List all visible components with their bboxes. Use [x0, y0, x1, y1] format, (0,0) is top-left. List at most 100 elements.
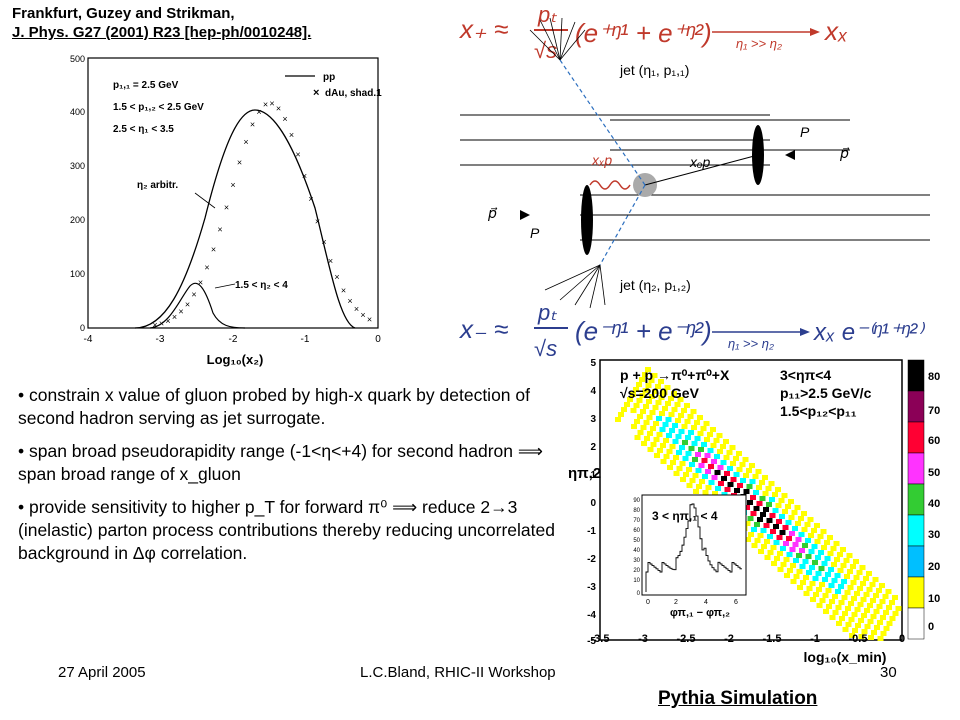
heatmap-cell — [863, 592, 870, 597]
xtick: -1 — [810, 633, 820, 645]
heatmap-cell — [634, 419, 640, 424]
heatmap-cell — [874, 625, 880, 630]
heatmap-cell — [680, 477, 686, 482]
heatmap-cell — [820, 529, 827, 534]
heatmap-cell — [782, 509, 788, 514]
heatmap-cell — [717, 465, 724, 470]
heatmap-cell — [671, 391, 677, 396]
footer-center: L.C.Bland, RHIC-II Workshop — [360, 664, 556, 681]
heatmap-cell — [846, 553, 853, 558]
heatmap-cell — [692, 457, 698, 462]
heatmap-cell — [668, 396, 674, 401]
heatmap-cell — [851, 612, 858, 617]
ytick: -1 — [587, 526, 596, 537]
heatmap-cell — [793, 574, 800, 579]
heatmap-cell — [880, 631, 887, 636]
heatmap-cell — [815, 555, 821, 560]
xtick: -1 — [301, 334, 310, 345]
xg-label: xₓp — [591, 152, 612, 168]
heatmap-cell — [876, 604, 883, 609]
heatmap-cell — [818, 550, 824, 555]
heatmap-cell — [788, 499, 794, 504]
heatmap-cell — [772, 492, 778, 497]
heatmap-cell — [786, 536, 792, 541]
heatmap-cell — [876, 588, 882, 593]
heatmap-cell — [863, 576, 869, 581]
heatmap-cell — [802, 559, 809, 564]
colorbar-swatch — [907, 452, 925, 485]
heatmap-cell — [808, 549, 815, 554]
heatmap-cell — [733, 472, 740, 477]
heatmap-cell — [701, 458, 708, 463]
heatmap-cell — [769, 513, 776, 518]
heatmap-cell — [786, 552, 793, 557]
heatmap-cell — [830, 546, 837, 551]
heatmap-cell — [811, 544, 818, 549]
svg-text:30: 30 — [633, 558, 640, 564]
heatmap-cell — [809, 565, 815, 570]
dau-marker: × — [165, 316, 170, 326]
dau-marker: × — [295, 149, 300, 159]
right-plot-xticks: -3.5 -3 -2.5 -2 -1.5 -1 -0.5 0 — [591, 633, 906, 645]
heatmap-cell — [685, 435, 691, 440]
heatmap-cell — [753, 506, 760, 511]
heatmap-cell — [669, 444, 676, 449]
pythia-caption: Pythia Simulation — [658, 688, 818, 709]
dau-marker: × — [308, 194, 313, 204]
heatmap-cell — [699, 479, 705, 484]
heatmap-cell — [734, 488, 740, 493]
right-plot-ylabel: ηπ,2 — [568, 465, 601, 482]
heatmap-cell — [701, 442, 707, 447]
heatmap-cell — [658, 395, 665, 400]
heatmap-cell — [892, 611, 899, 616]
heatmap-cell — [743, 473, 749, 478]
dau-marker: × — [269, 98, 274, 108]
heatmap-cell — [704, 453, 711, 458]
heatmap-cell — [860, 581, 866, 586]
heatmap-cell — [822, 577, 828, 582]
heatmap-cell — [723, 455, 730, 460]
heatmap-cell — [841, 579, 847, 584]
svg-text:40: 40 — [633, 548, 640, 554]
heatmap-cell — [737, 483, 743, 488]
heatmap-cell — [653, 437, 660, 442]
beam-lines — [460, 114, 930, 241]
heatmap-cell — [879, 599, 886, 604]
heatmap-cell — [809, 581, 816, 586]
heatmap-cell — [889, 616, 896, 621]
heatmap-cell — [716, 433, 723, 438]
heatmap-cell — [692, 473, 699, 478]
heatmap-cell — [643, 404, 649, 409]
inset-yticks: 90 80 70 60 50 40 30 20 10 0 — [633, 498, 640, 597]
xtick: -2.5 — [677, 633, 696, 645]
heatmap-cell — [864, 608, 870, 613]
dau-marker: × — [152, 320, 157, 330]
svg-text:80: 80 — [633, 508, 640, 514]
heatmap-cell — [866, 587, 873, 592]
colorbar-swatch — [907, 421, 925, 454]
heatmap-cell — [694, 420, 700, 425]
heatmap-cell — [695, 468, 702, 473]
xtick: -3 — [638, 633, 648, 645]
heatmap-cell — [829, 599, 835, 604]
heatmap-cell — [675, 418, 681, 423]
heatmap-cell — [757, 517, 763, 522]
heatmap-cell — [856, 570, 863, 575]
heatmap-cell — [647, 447, 654, 452]
heatmap-cell — [782, 525, 789, 530]
heatmap-cell — [615, 417, 621, 422]
heatmap-cell — [867, 619, 874, 624]
heatmap-cell — [870, 598, 876, 603]
heatmap-cell — [818, 566, 825, 571]
heatmap-cell — [659, 411, 665, 416]
jet2-fan — [544, 264, 606, 309]
heatmap-cell — [744, 521, 751, 526]
heatmap-cell — [793, 558, 799, 563]
legend-line: p₁,₁ = 2.5 GeV — [113, 80, 179, 91]
heatmap-cell — [652, 405, 659, 410]
heatmap-cell — [660, 443, 666, 448]
dau-marker: × — [178, 307, 183, 317]
heatmap-cell — [707, 448, 714, 453]
p-right-vec: p⃗ — [839, 145, 850, 161]
heatmap-cell — [711, 459, 717, 464]
